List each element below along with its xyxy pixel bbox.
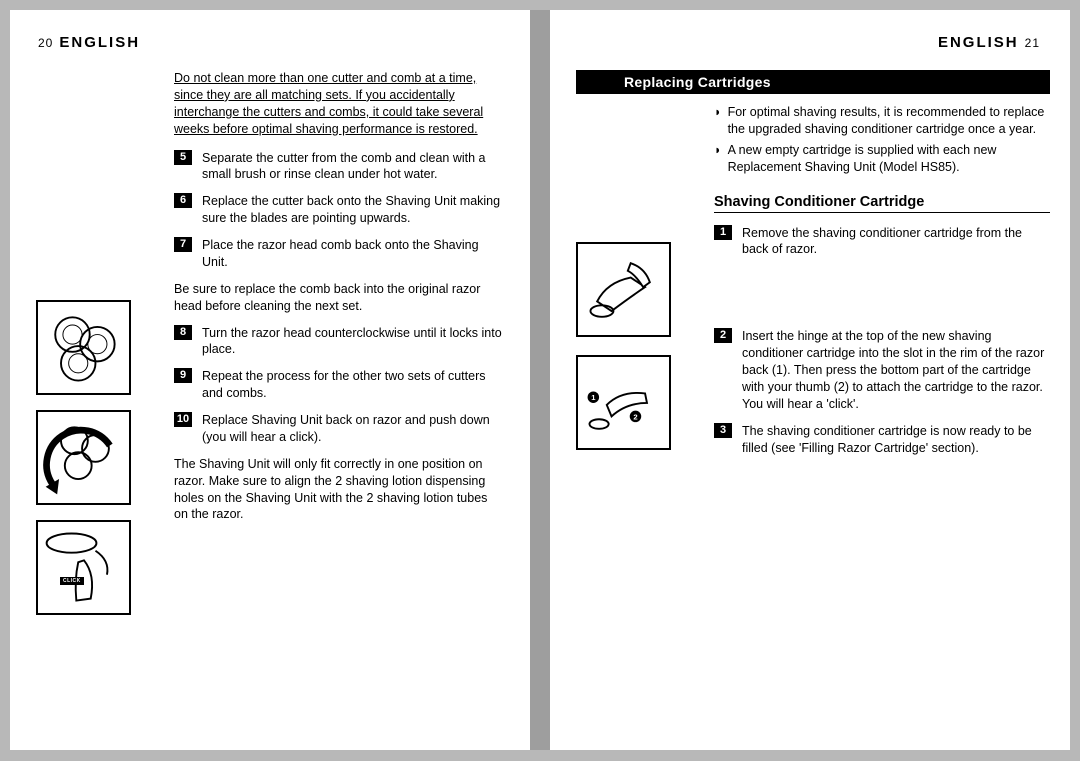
left-lang-label: ENGLISH	[59, 34, 140, 51]
section-title-bar: Replacing Cartridges	[576, 70, 1050, 94]
step-text-r2: Insert the hinge at the top of the new s…	[742, 328, 1050, 412]
step-number-9: 9	[174, 368, 192, 383]
step-text-6: Replace the cutter back onto the Shaving…	[202, 193, 504, 227]
click-assembly-icon	[38, 522, 129, 613]
illustration-click: CLICK	[36, 520, 131, 615]
illustration-razor-heads	[36, 300, 131, 395]
svg-text:2: 2	[633, 412, 637, 421]
step-number-8: 8	[174, 325, 192, 340]
step-5: 5 Separate the cutter from the comb and …	[36, 150, 504, 184]
click-label: CLICK	[60, 577, 84, 585]
step-text-5: Separate the cutter from the comb and cl…	[202, 150, 504, 184]
bullet-1: ◗ For optimal shaving results, it is rec…	[714, 104, 1050, 138]
remove-cartridge-icon	[578, 244, 669, 335]
step-number-r1: 1	[714, 225, 732, 240]
step-number-7: 7	[174, 237, 192, 252]
right-lang-label: ENGLISH	[938, 34, 1019, 51]
left-page-number: 20	[38, 36, 53, 50]
insert-cartridge-icon: 1 2	[578, 357, 669, 448]
step-number-r3: 3	[714, 423, 732, 438]
step-text-9: Repeat the process for the other two set…	[202, 368, 504, 402]
bullet-list: ◗ For optimal shaving results, it is rec…	[714, 104, 1050, 176]
left-page: 20 ENGLISH Do not clean more than one cu…	[10, 10, 530, 750]
step-number-10: 10	[174, 412, 192, 427]
note-step-10: The Shaving Unit will only fit correctly…	[174, 456, 504, 524]
step-number-5: 5	[174, 150, 192, 165]
illustration-insert-cartridge: 1 2	[576, 355, 671, 450]
left-header: 20 ENGLISH	[38, 34, 140, 51]
sub-heading: Shaving Conditioner Cartridge	[714, 194, 1050, 213]
step-6: 6 Replace the cutter back onto the Shavi…	[36, 193, 504, 227]
illustration-rotate	[36, 410, 131, 505]
razor-heads-icon	[38, 302, 129, 393]
step-text-7: Place the razor head comb back onto the …	[202, 237, 504, 271]
bullet-2: ◗ A new empty cartridge is supplied with…	[714, 142, 1050, 176]
bullet-marker-icon: ◗	[714, 104, 722, 138]
step-7: 7 Place the razor head comb back onto th…	[36, 237, 504, 271]
step-number-6: 6	[174, 193, 192, 208]
bullet-text-2: A new empty cartridge is supplied with e…	[728, 142, 1050, 176]
warning-text: Do not clean more than one cutter and co…	[174, 70, 504, 138]
right-header: ENGLISH 21	[938, 34, 1040, 51]
step-text-8: Turn the razor head counterclockwise unt…	[202, 325, 504, 359]
bullet-text-1: For optimal shaving results, it is recom…	[728, 104, 1050, 138]
right-page-number: 21	[1025, 36, 1040, 50]
step-text-r3: The shaving conditioner cartridge is now…	[742, 423, 1050, 457]
page-spread: 20 ENGLISH Do not clean more than one cu…	[0, 0, 1080, 761]
note-step-7: Be sure to replace the comb back into th…	[174, 281, 504, 315]
step-number-r2: 2	[714, 328, 732, 343]
right-page: ENGLISH 21 Replacing Cartridges ◗ For op…	[550, 10, 1070, 750]
illustration-remove-cartridge	[576, 242, 671, 337]
step-text-r1: Remove the shaving conditioner cartridge…	[742, 225, 1050, 259]
bullet-marker-icon: ◗	[714, 142, 722, 176]
step-text-10: Replace Shaving Unit back on razor and p…	[202, 412, 504, 446]
svg-text:1: 1	[591, 393, 596, 402]
rotate-icon	[38, 412, 129, 503]
